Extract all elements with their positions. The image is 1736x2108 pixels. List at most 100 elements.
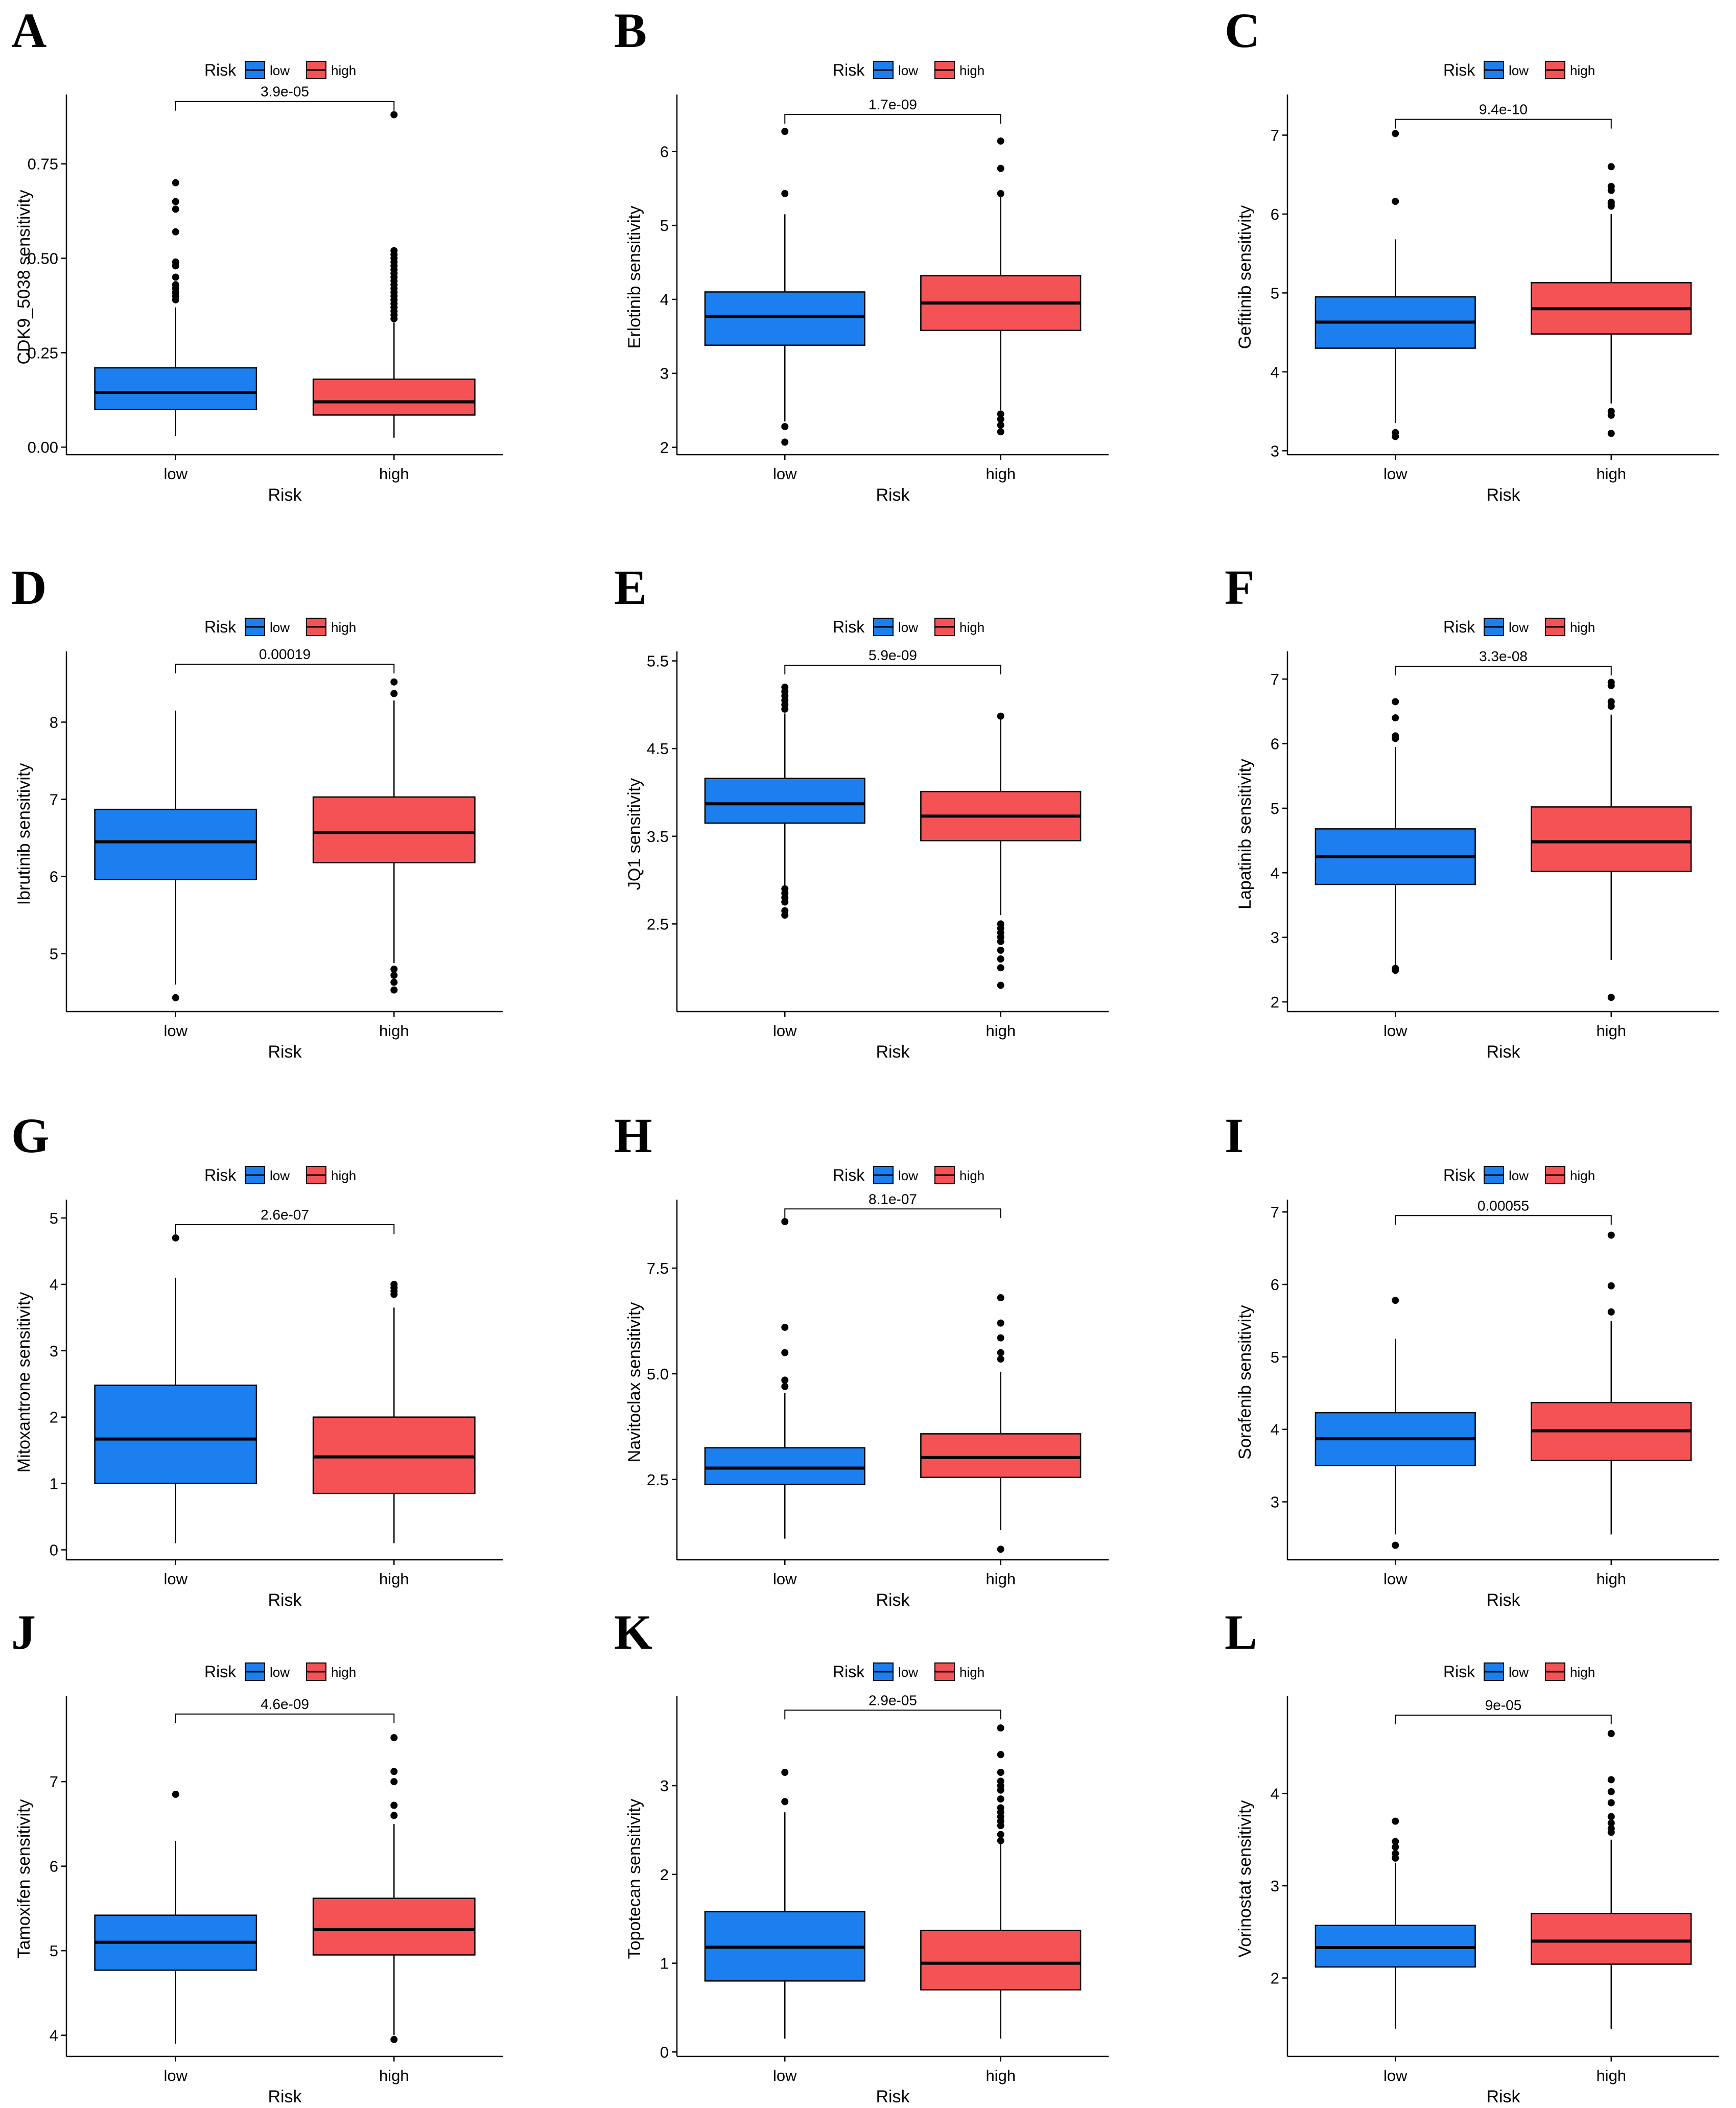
x-tick-label-low: low <box>163 1022 187 1040</box>
y-tick-label: 6 <box>1271 205 1279 223</box>
bracket-line <box>784 1208 1001 1219</box>
outlier-point <box>172 1791 179 1798</box>
legend: Risk low high <box>204 61 356 79</box>
legend: Risk low high <box>833 61 984 79</box>
legend-label-high: high <box>1570 63 1595 78</box>
y-tick-label: 7 <box>50 791 58 809</box>
y-axis-title: Sorafenib sensitivity <box>1235 1305 1255 1459</box>
outlier-point <box>781 1218 789 1226</box>
outlier-point <box>172 281 179 289</box>
x-tick-label-high: high <box>1596 1022 1626 1040</box>
panel-letter-I: I <box>1225 1108 1244 1163</box>
outlier-point <box>997 1837 1004 1844</box>
outlier-point <box>997 1804 1004 1812</box>
y-tick-label: 2 <box>1271 993 1279 1011</box>
x-tick-label-low: low <box>773 465 797 483</box>
outlier-point <box>1607 1730 1615 1738</box>
panel-letter-L: L <box>1225 1605 1257 1659</box>
x-tick-label-low: low <box>1383 1022 1407 1040</box>
legend-label-low: low <box>1509 63 1529 78</box>
y-tick-label: 3 <box>660 1777 669 1795</box>
legend-title: Risk <box>1443 618 1475 636</box>
box-iqr <box>1531 806 1692 873</box>
outlier-point <box>1392 130 1399 137</box>
y-tick-label: 0.50 <box>28 250 58 268</box>
outlier-point <box>997 946 1004 954</box>
box-high <box>1531 1730 1692 2029</box>
x-tick-label-low: low <box>1383 465 1407 483</box>
y-tick-label: 2 <box>50 1409 58 1426</box>
y-tick-label: 4 <box>660 291 669 309</box>
bracket-line <box>175 664 395 674</box>
outlier-point <box>997 920 1004 928</box>
y-tick-label: 3 <box>1271 1493 1279 1511</box>
outlier-point <box>781 438 789 446</box>
outlier-point <box>997 428 1004 436</box>
y-tick-label: 5.5 <box>647 652 669 670</box>
legend-label-low: low <box>1509 1665 1529 1680</box>
x-axis-title: Risk <box>1486 1590 1520 1610</box>
legend-label-low: low <box>898 1665 918 1680</box>
y-tick-label: 4 <box>1271 363 1279 381</box>
outlier-point <box>1392 698 1399 706</box>
panel-F: F Risk low high 2 3 4 5 6 7 low high Risk Lapatinib s… <box>1225 560 1719 1062</box>
p-value: 3.9e-05 <box>261 84 309 100</box>
x-axis-title: Risk <box>268 1042 302 1062</box>
box-iqr <box>704 291 865 346</box>
x-tick-label-high: high <box>1596 2067 1626 2084</box>
outlier-point <box>1607 1231 1615 1239</box>
y-tick-label: 0.75 <box>28 155 58 173</box>
outlier-point <box>172 1234 179 1242</box>
outlier-point <box>1607 698 1615 706</box>
panel-letter-H: H <box>614 1108 652 1163</box>
panel-H: H Risk low high 2.5 5.0 7.5 low high Risk Navitocl… <box>614 1108 1109 1610</box>
outlier-point <box>997 1349 1004 1356</box>
p-value: 0.00019 <box>259 646 311 662</box>
y-tick-label: 5 <box>660 217 669 235</box>
y-tick-label: 5 <box>50 1209 58 1227</box>
outlier-point <box>1392 1817 1399 1825</box>
x-tick-label-high: high <box>986 465 1016 483</box>
y-tick-label: 6 <box>50 868 58 886</box>
panel-letter-A: A <box>11 3 46 58</box>
legend-title: Risk <box>204 618 237 636</box>
p-value: 5.9e-09 <box>869 647 917 663</box>
significance-bracket: 4.6e-09 <box>175 1696 395 1723</box>
y-tick-label: 3 <box>50 1342 58 1360</box>
y-tick-label: 4 <box>1271 864 1279 882</box>
outlier-point <box>1607 182 1615 190</box>
box-high <box>312 111 476 438</box>
outlier-point <box>390 978 398 986</box>
outlier-point <box>997 1777 1004 1785</box>
y-axis-title: JQ1 sensitivity <box>625 778 644 890</box>
y-axis-title: Topotecan sensitivity <box>625 1799 644 1959</box>
legend-label-high: high <box>959 63 984 78</box>
outlier-point <box>172 228 179 236</box>
legend-label-high: high <box>1570 1168 1595 1183</box>
legend-label-high: high <box>1570 620 1595 635</box>
legend: Risk low high <box>1443 1166 1595 1184</box>
outlier-point <box>390 1812 398 1819</box>
panel-D: D Risk low high 5 6 7 8 low high Risk Ibrutinib sen… <box>11 560 503 1062</box>
outlier-point <box>1392 1541 1399 1549</box>
box-high <box>1531 1231 1692 1535</box>
box-high <box>920 137 1082 436</box>
y-axis-title: Ibrutinib sensitivity <box>14 763 34 905</box>
panel-letter-F: F <box>1225 560 1255 615</box>
x-tick-label-high: high <box>986 1022 1016 1040</box>
outlier-point <box>390 111 398 119</box>
outlier-point <box>390 690 398 697</box>
y-tick-label: 7 <box>50 1773 58 1791</box>
y-axis-title: Navitoclax sensitivity <box>625 1302 644 1463</box>
legend: Risk low high <box>204 618 356 636</box>
box-iqr <box>94 1385 257 1484</box>
outlier-point <box>1392 1838 1399 1845</box>
y-tick-label: 1 <box>660 1955 669 1973</box>
outlier-point <box>997 415 1004 423</box>
outlier-point <box>781 1798 789 1806</box>
legend: Risk low high <box>1443 61 1595 79</box>
y-tick-label: 6 <box>50 1858 58 1876</box>
legend-title: Risk <box>833 61 865 79</box>
box-iqr <box>920 1930 1082 1990</box>
legend: Risk low high <box>833 1166 984 1184</box>
